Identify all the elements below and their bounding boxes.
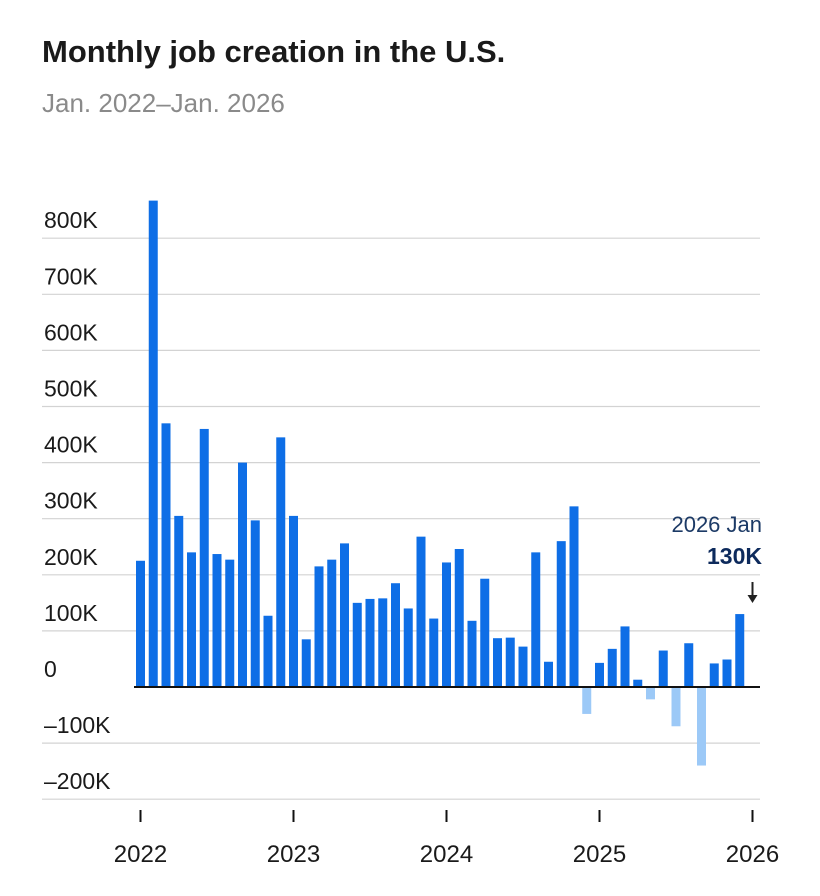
x-tick-label: 2026 bbox=[726, 841, 779, 868]
y-tick-label: 200K bbox=[44, 544, 98, 570]
bar bbox=[467, 620, 477, 687]
annotation-value: 130K bbox=[707, 543, 762, 569]
y-tick-label: 300K bbox=[44, 488, 98, 514]
bar bbox=[429, 618, 439, 687]
x-tick-label: 2023 bbox=[267, 841, 320, 868]
bar bbox=[493, 638, 502, 687]
bar bbox=[646, 687, 655, 700]
annotation-label: 2026 Jan bbox=[671, 512, 762, 537]
bar bbox=[225, 559, 235, 687]
x-tick-label: 2024 bbox=[420, 841, 473, 868]
y-tick-label: 800K bbox=[44, 207, 98, 233]
bar bbox=[327, 559, 337, 687]
bar bbox=[263, 615, 273, 687]
bars bbox=[136, 200, 745, 766]
bar bbox=[722, 659, 732, 687]
bar bbox=[442, 562, 451, 687]
bar bbox=[378, 598, 388, 687]
bar bbox=[276, 437, 286, 687]
bar bbox=[620, 626, 630, 687]
bar bbox=[556, 541, 566, 687]
bar bbox=[582, 687, 592, 714]
chart-subtitle: Jan. 2022–Jan. 2026 bbox=[42, 88, 285, 118]
bar bbox=[544, 661, 553, 687]
bar bbox=[684, 643, 694, 687]
bar bbox=[391, 583, 400, 687]
x-tick-label: 2025 bbox=[573, 841, 626, 868]
bar bbox=[148, 200, 158, 687]
y-axis-labels: 800K 700K 600K 500K 400K 300K 200K 100K 0 –100K –2… bbox=[44, 207, 111, 794]
y-tick-label: –200K bbox=[44, 768, 111, 794]
y-tick-label: 0 bbox=[44, 656, 57, 682]
bar bbox=[238, 462, 247, 687]
bar bbox=[301, 639, 311, 687]
y-tick-label: 500K bbox=[44, 376, 98, 402]
bar bbox=[518, 646, 528, 687]
bar bbox=[633, 679, 643, 687]
bar bbox=[735, 614, 745, 687]
y-tick-label: –100K bbox=[44, 712, 111, 738]
bar bbox=[212, 554, 222, 687]
bar bbox=[607, 648, 617, 687]
bar bbox=[314, 566, 324, 687]
bar bbox=[671, 687, 681, 727]
y-tick-label: 100K bbox=[44, 600, 98, 626]
bar bbox=[697, 687, 706, 766]
bar bbox=[454, 548, 464, 687]
annotation: 2026 Jan 130K bbox=[671, 512, 762, 603]
y-tick-label: 400K bbox=[44, 432, 98, 458]
bar bbox=[416, 536, 426, 687]
bar bbox=[187, 552, 196, 687]
bar bbox=[136, 560, 145, 687]
chart-title: Monthly job creation in the U.S. bbox=[42, 34, 506, 69]
bar bbox=[505, 637, 515, 687]
bar bbox=[199, 428, 209, 687]
x-tick-label: 2022 bbox=[114, 841, 167, 868]
bar bbox=[658, 650, 668, 687]
x-axis-ticks: 2022 2023 2024 2025 2026 bbox=[114, 810, 779, 868]
bar bbox=[569, 506, 579, 687]
y-tick-label: 600K bbox=[44, 319, 98, 345]
bar bbox=[161, 423, 171, 687]
bar bbox=[709, 663, 719, 687]
y-tick-label: 700K bbox=[44, 263, 98, 289]
bar bbox=[174, 515, 184, 687]
bar bbox=[352, 602, 362, 687]
bar bbox=[250, 520, 260, 687]
bar bbox=[289, 515, 298, 687]
annotation-arrow-head bbox=[747, 595, 758, 603]
bar bbox=[595, 662, 604, 687]
bar bbox=[340, 543, 349, 687]
bar bbox=[403, 608, 413, 687]
bar bbox=[365, 598, 375, 687]
bar bbox=[531, 552, 541, 687]
bar bbox=[480, 578, 490, 687]
